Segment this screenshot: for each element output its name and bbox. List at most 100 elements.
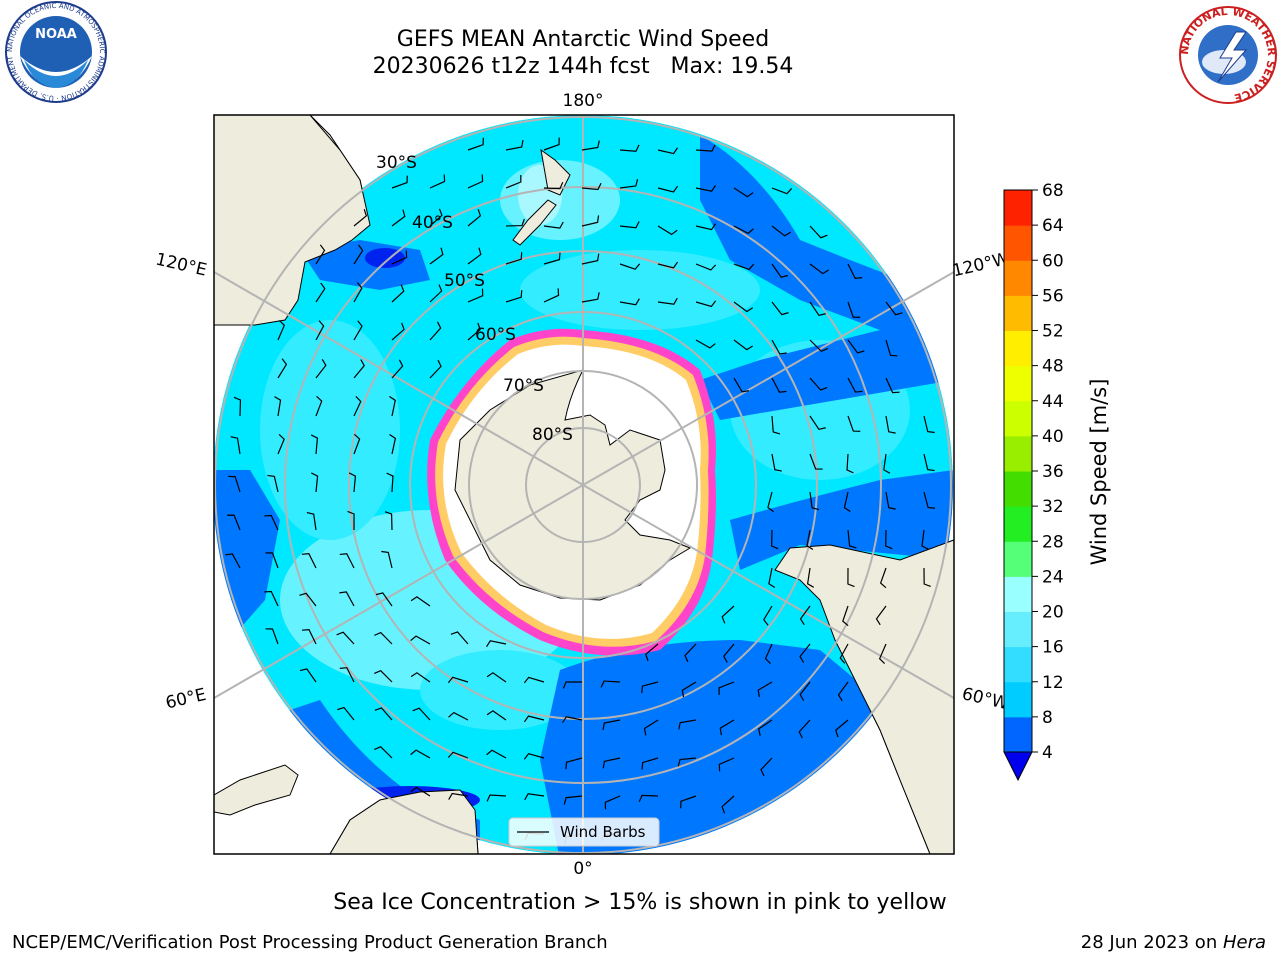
noaa-logo-icon: NATIONAL OCEANIC AND ATMOSPHERIC ADMINIS… xyxy=(0,0,107,103)
wind-barb xyxy=(719,719,735,736)
wind-barb xyxy=(565,757,583,770)
wind-barb xyxy=(619,221,640,229)
antarctica-land xyxy=(454,369,692,601)
wind-barb xyxy=(353,209,368,227)
colorbar-segment xyxy=(1004,506,1032,542)
wind-barb xyxy=(641,757,659,770)
wind-barb xyxy=(450,631,469,645)
wind-barb xyxy=(412,707,431,721)
wind-barb xyxy=(695,339,716,349)
wind-barb xyxy=(763,605,773,626)
wind-barb xyxy=(315,395,323,417)
lat-label-40s: 40°S xyxy=(412,213,453,233)
wind-barb xyxy=(467,322,481,341)
wind-barb xyxy=(657,185,679,193)
wind-barb xyxy=(264,514,279,531)
lat-label-50s: 50°S xyxy=(444,271,485,291)
wind-barb xyxy=(524,793,545,801)
wind-barb xyxy=(581,182,602,191)
colorbar-segment xyxy=(1004,225,1032,261)
legend: Wind Barbs xyxy=(508,817,660,847)
wind-barb xyxy=(657,261,679,269)
wind-barb xyxy=(643,719,659,736)
wind-barb xyxy=(505,252,523,265)
wind-barb xyxy=(760,757,773,777)
wind-barb xyxy=(486,710,507,721)
footer-date: 28 Jun 2023 on Hera xyxy=(1081,932,1266,953)
map-title: GEFS MEAN Antarctic Wind Speed xyxy=(396,27,770,52)
wind-barb xyxy=(581,253,600,265)
footer-date-text: 28 Jun 2023 on xyxy=(1080,932,1223,953)
wind-barb xyxy=(809,225,828,239)
wind-barb xyxy=(885,529,893,550)
wind-barb xyxy=(771,301,789,316)
wind-barb xyxy=(733,187,754,198)
nws-logo-icon: NATIONAL WEATHER SERVICE xyxy=(1178,5,1278,105)
wind-barb xyxy=(878,643,887,665)
wind-barb xyxy=(767,491,774,513)
wind-barb xyxy=(448,792,469,800)
wind-barb xyxy=(695,144,716,152)
wind-barb xyxy=(846,453,854,474)
wind-barb xyxy=(677,757,697,767)
colorbar-segment xyxy=(1004,576,1032,612)
wind-barb xyxy=(277,358,288,379)
wind-barb xyxy=(885,377,900,394)
map-subtitle-forecast: 20230626 t12z 144h fcst Max: 19.54 xyxy=(372,54,794,79)
wind-barb xyxy=(505,218,525,227)
wind-barb xyxy=(733,339,754,351)
wind-barb xyxy=(277,433,285,455)
colorbar-tick-label: 68 xyxy=(1042,181,1064,201)
wind-barb xyxy=(447,751,469,759)
wind-barb xyxy=(301,553,317,569)
wind-barb xyxy=(311,472,319,493)
wind-barb xyxy=(486,794,507,802)
sea-ice-note: Sea Ice Concentration > 15% is shown in … xyxy=(333,890,947,915)
south-america-coast xyxy=(774,539,954,854)
colorbar-tick-label: 12 xyxy=(1042,673,1064,693)
wind-barb xyxy=(798,719,811,739)
wind-barb xyxy=(389,434,397,455)
wind-barb xyxy=(806,567,814,588)
wind-barb xyxy=(410,672,431,683)
colorbar-segment xyxy=(1004,681,1032,718)
wind-barb xyxy=(681,681,697,698)
wind-barb xyxy=(353,433,361,455)
wind-barb xyxy=(467,174,484,189)
colorbar-tick-label: 52 xyxy=(1042,322,1064,342)
wind-barb xyxy=(391,284,405,303)
wind-barb xyxy=(678,719,697,730)
wind-barb xyxy=(410,786,431,797)
new-zealand-land xyxy=(512,148,571,246)
wind-barb xyxy=(771,339,787,355)
wind-barb xyxy=(310,434,319,455)
wind-barb xyxy=(733,377,750,393)
wind-barb xyxy=(809,301,826,316)
wind-barb xyxy=(374,707,393,721)
colorbar-segment xyxy=(1004,400,1032,437)
wind-barb xyxy=(374,631,393,645)
wind-barb xyxy=(264,590,279,607)
wind-barb xyxy=(757,719,773,736)
wind-barb xyxy=(233,396,242,417)
wind-barb xyxy=(602,757,621,769)
wind-barb xyxy=(764,643,773,665)
wind-barb xyxy=(315,320,325,341)
wind-barb xyxy=(581,140,600,151)
wind-barb xyxy=(695,185,716,192)
wind-barb xyxy=(429,359,442,379)
wind-barb xyxy=(339,553,355,569)
madagascar-land xyxy=(214,764,299,816)
wind-barb xyxy=(391,175,408,189)
colorbar-segment xyxy=(1004,190,1032,226)
wind-barb xyxy=(353,396,362,417)
colorbar-segment xyxy=(1004,435,1032,472)
wind-barb xyxy=(645,643,659,662)
lon-label-120e: 120°E xyxy=(154,250,209,281)
footer-host: Hera xyxy=(1222,932,1266,953)
wind-barb xyxy=(721,795,735,814)
lon-label-120w: 120°W xyxy=(950,249,1011,282)
wind-barb xyxy=(809,453,823,470)
wind-barb xyxy=(695,263,717,271)
wind-barb xyxy=(837,681,849,702)
